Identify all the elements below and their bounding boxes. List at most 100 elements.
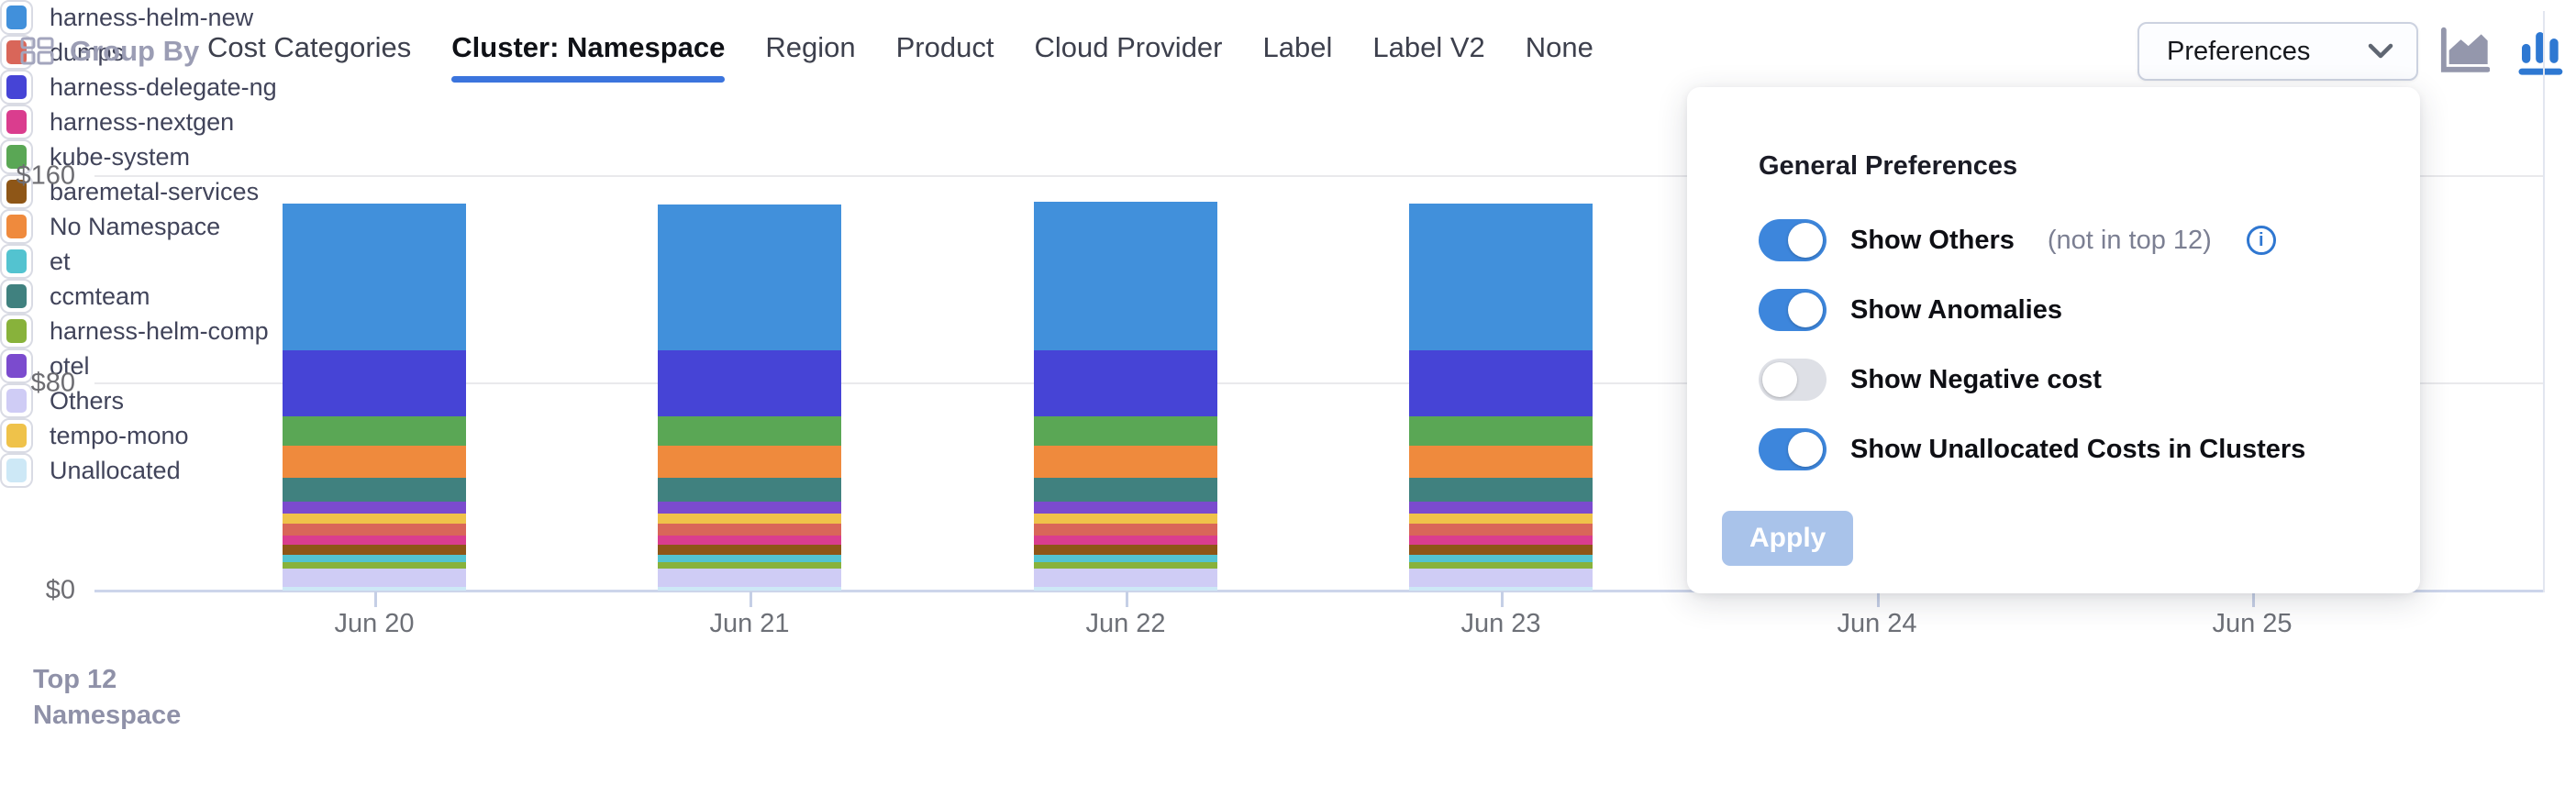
- group-by-tabs: Cost Categories Cluster: Namespace Region P…: [207, 31, 1593, 83]
- legend-item-others[interactable]: Others: [0, 383, 2576, 418]
- legend-item-label: harness-helm-new: [50, 3, 254, 31]
- legend-item-harness-nextgen[interactable]: harness-nextgen: [0, 105, 2576, 139]
- legend-swatch-color: [6, 6, 27, 29]
- legend-swatch-color: [6, 424, 27, 448]
- bar-segment-unallocated[interactable]: [1409, 586, 1593, 591]
- toggle-label: Show Others: [1850, 225, 2015, 255]
- legend-item-kube-system[interactable]: kube-system: [0, 139, 2576, 174]
- bar-segment-harness-helm-new[interactable]: [658, 204, 841, 350]
- legend: harness-helm-new dumps harness-delegate-ng…: [0, 0, 2576, 488]
- legend-swatch-color: [6, 389, 27, 413]
- tab-none[interactable]: None: [1525, 31, 1593, 63]
- bar-segment-no-namespace[interactable]: [1034, 446, 1217, 479]
- bar-segment-unallocated[interactable]: [658, 586, 841, 591]
- bar-segment-harness-nextgen[interactable]: [1409, 535, 1593, 545]
- bar-segment-otel[interactable]: [283, 501, 466, 514]
- legend-item-ccmteam[interactable]: ccmteam: [0, 279, 2576, 314]
- bar-segment-ccmteam[interactable]: [283, 478, 466, 502]
- bar-segment-et[interactable]: [658, 555, 841, 562]
- legend-item-otel[interactable]: otel: [0, 348, 2576, 383]
- bar-segment-harness-helm-comp[interactable]: [283, 561, 466, 569]
- bar-segment-kube-system[interactable]: [658, 415, 841, 447]
- bar-segment-dumps[interactable]: [658, 524, 841, 536]
- bar-segment-others[interactable]: [1034, 569, 1217, 587]
- bar-segment-unallocated[interactable]: [1034, 586, 1217, 591]
- bar-segment-harness-nextgen[interactable]: [658, 535, 841, 545]
- bar-chart-icon[interactable]: [2515, 26, 2567, 77]
- bar-segment-harness-delegate-ng[interactable]: [1034, 349, 1217, 416]
- tab-label-v2[interactable]: Label V2: [1372, 31, 1485, 63]
- toggle-knob: [1788, 223, 1823, 258]
- area-chart-icon[interactable]: [2438, 26, 2490, 77]
- bar-segment-harness-delegate-ng[interactable]: [658, 349, 841, 416]
- bar-segment-kube-system[interactable]: [1409, 415, 1593, 447]
- preferences-dropdown-button[interactable]: Preferences: [2137, 22, 2418, 81]
- bar-segment-ccmteam[interactable]: [1409, 478, 1593, 502]
- legend-item-harness-helm-comp[interactable]: harness-helm-comp: [0, 314, 2576, 348]
- bar-segment-no-namespace[interactable]: [658, 446, 841, 479]
- bar-segment-et[interactable]: [1034, 555, 1217, 562]
- legend-item-harness-delegate-ng[interactable]: harness-delegate-ng: [0, 70, 2576, 105]
- legend-item-tempo-mono[interactable]: tempo-mono: [0, 418, 2576, 453]
- bar-segment-kube-system[interactable]: [283, 415, 466, 447]
- bar-segment-harness-nextgen[interactable]: [1034, 535, 1217, 545]
- bar-segment-tempo-mono[interactable]: [1409, 513, 1593, 525]
- bar-segment-others[interactable]: [283, 569, 466, 587]
- bar-segment-harness-helm-comp[interactable]: [1034, 561, 1217, 569]
- stacked-bar-jun-22[interactable]: [1034, 202, 1217, 591]
- legend-swatch-color: [6, 145, 27, 169]
- bar-segment-harness-helm-comp[interactable]: [658, 561, 841, 569]
- bar-segment-harness-nextgen[interactable]: [283, 535, 466, 545]
- toggle-switch-show-unallocated-costs-in-clusters[interactable]: [1759, 428, 1827, 470]
- bar-segment-baremetal-services[interactable]: [658, 544, 841, 556]
- toggle-switch-show-others[interactable]: [1759, 219, 1827, 261]
- bar-segment-harness-helm-new[interactable]: [1409, 203, 1593, 350]
- bar-segment-tempo-mono[interactable]: [1034, 513, 1217, 525]
- bar-segment-no-namespace[interactable]: [283, 446, 466, 479]
- bar-segment-harness-helm-new[interactable]: [283, 203, 466, 350]
- stacked-bar-jun-23[interactable]: [1409, 203, 1593, 591]
- stacked-bar-jun-21[interactable]: [658, 204, 841, 591]
- bar-segment-harness-helm-comp[interactable]: [1409, 561, 1593, 569]
- bar-segment-otel[interactable]: [658, 501, 841, 514]
- tab-product[interactable]: Product: [895, 31, 994, 63]
- bar-segment-harness-helm-new[interactable]: [1034, 202, 1217, 350]
- bar-segment-harness-delegate-ng[interactable]: [1409, 349, 1593, 416]
- bar-segment-others[interactable]: [658, 569, 841, 587]
- legend-item-unallocated[interactable]: Unallocated: [0, 453, 2576, 488]
- legend-item-baremetal-services[interactable]: baremetal-services: [0, 174, 2576, 209]
- bar-segment-et[interactable]: [1409, 555, 1593, 562]
- bar-segment-dumps[interactable]: [283, 524, 466, 536]
- bar-segment-tempo-mono[interactable]: [283, 513, 466, 525]
- bar-segment-baremetal-services[interactable]: [1409, 544, 1593, 556]
- legend-item-harness-helm-new[interactable]: harness-helm-new: [0, 0, 2576, 35]
- apply-button[interactable]: Apply: [1722, 511, 1854, 566]
- bar-segment-baremetal-services[interactable]: [1034, 544, 1217, 556]
- toggle-switch-show-negative-cost[interactable]: [1759, 359, 1827, 401]
- bar-segment-dumps[interactable]: [1034, 524, 1217, 536]
- tab-cluster-namespace[interactable]: Cluster: Namespace: [451, 31, 726, 83]
- bar-segment-kube-system[interactable]: [1034, 415, 1217, 447]
- bar-segment-harness-delegate-ng[interactable]: [283, 349, 466, 416]
- bar-segment-tempo-mono[interactable]: [658, 513, 841, 525]
- bar-segment-otel[interactable]: [1409, 501, 1593, 514]
- bar-segment-dumps[interactable]: [1409, 524, 1593, 536]
- legend-item-no-namespace[interactable]: No Namespace: [0, 209, 2576, 244]
- tab-cost-categories[interactable]: Cost Categories: [207, 31, 412, 63]
- bar-segment-otel[interactable]: [1034, 501, 1217, 514]
- info-icon[interactable]: i: [2246, 226, 2276, 255]
- bar-segment-unallocated[interactable]: [283, 586, 466, 591]
- stacked-bar-jun-20[interactable]: [283, 203, 466, 591]
- tab-label[interactable]: Label: [1262, 31, 1333, 63]
- tab-region[interactable]: Region: [765, 31, 856, 63]
- bar-segment-no-namespace[interactable]: [1409, 446, 1593, 479]
- tab-cloud-provider[interactable]: Cloud Provider: [1034, 31, 1223, 63]
- bar-segment-others[interactable]: [1409, 569, 1593, 587]
- bar-segment-ccmteam[interactable]: [1034, 478, 1217, 502]
- bar-segment-baremetal-services[interactable]: [283, 544, 466, 556]
- bar-segment-ccmteam[interactable]: [658, 478, 841, 502]
- legend-item-et[interactable]: et: [0, 244, 2576, 279]
- bar-segment-et[interactable]: [283, 555, 466, 562]
- toggle-switch-show-anomalies[interactable]: [1759, 289, 1827, 331]
